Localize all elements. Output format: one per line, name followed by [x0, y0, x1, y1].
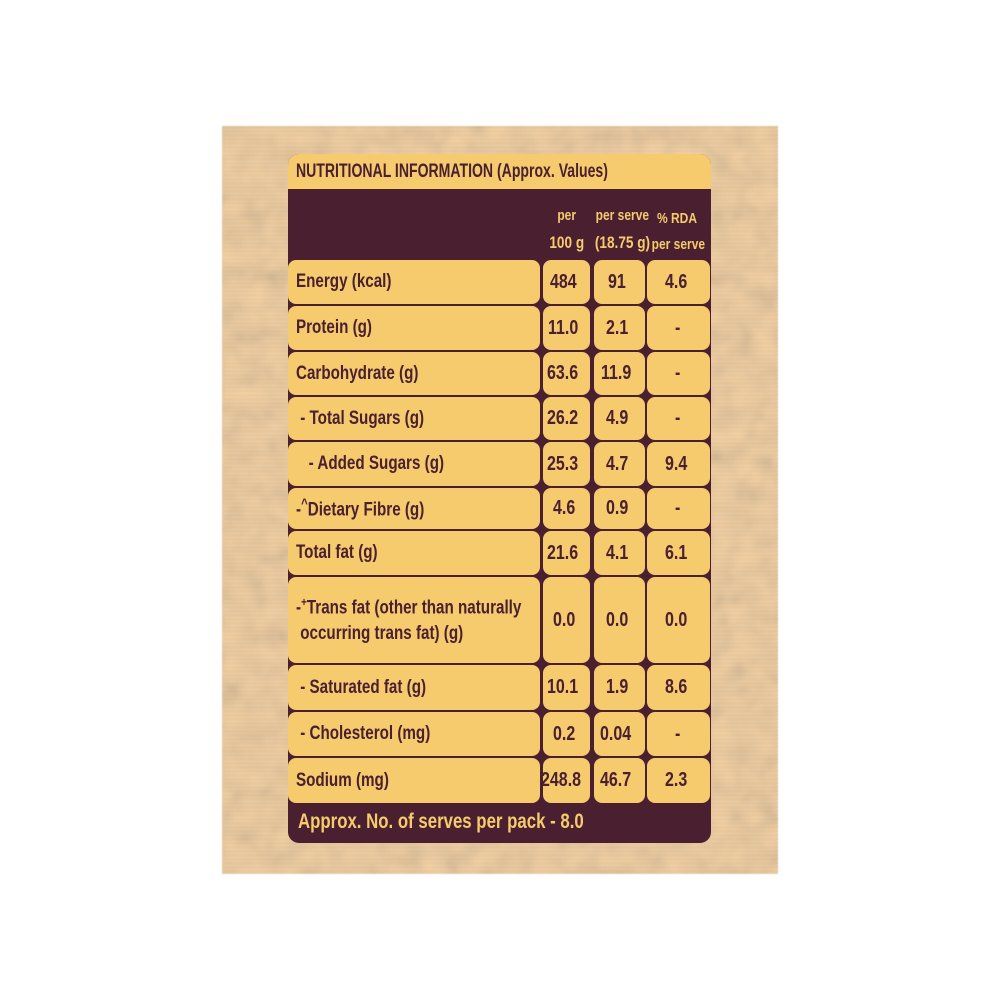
energy: Energy (kcal) 484 91 4.6 — [288, 260, 711, 304]
